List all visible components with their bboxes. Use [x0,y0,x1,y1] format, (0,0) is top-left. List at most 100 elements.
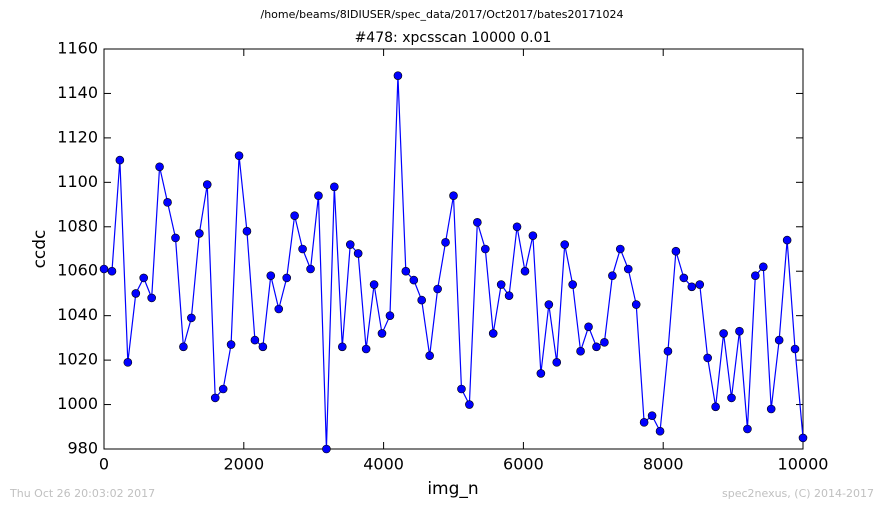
data-point [504,291,514,300]
suptitle: /home/beams/8IDIUSER/spec_data/2017/Oct2… [261,8,624,21]
data-point [552,358,562,367]
data-point [496,280,506,289]
footer-credit: spec2nexus, (C) 2014-2017 [722,487,874,500]
data-point [242,226,252,236]
data-point [290,211,299,220]
data-point [330,182,339,192]
data-point [679,273,689,283]
data-point [361,344,371,354]
data-point [782,235,792,245]
data-point [163,198,172,207]
data-point [139,273,149,283]
data-point [751,271,760,280]
x-tick-label: 2000 [223,455,264,474]
x-tick-label: 6000 [503,455,544,474]
data-point [639,418,649,427]
data-point [417,295,426,305]
data-point [790,344,800,354]
data-point [608,271,617,280]
data-point [409,275,419,285]
y-tick-label: 1100 [57,172,98,191]
data-point [584,322,593,332]
x-axis-label: img_n [427,479,478,499]
data-point [758,262,768,272]
data-point [798,433,808,443]
y-tick-label: 1040 [57,305,98,324]
data-point [457,384,466,394]
data-point [473,218,482,227]
data-point [258,342,268,352]
data-point [663,346,673,356]
data-point [274,304,284,314]
data-point [187,313,196,323]
y-tick-label: 1020 [57,350,98,369]
x-tick-label: 0 [99,455,109,474]
y-tick-label: 980 [67,439,98,458]
data-point [687,282,697,292]
data-point [393,71,403,80]
data-point [449,191,458,200]
data-point [655,426,665,436]
data-point [735,326,744,336]
data-point [703,353,712,363]
data-point [147,293,156,303]
x-tick-label: 4000 [363,455,404,474]
data-point [99,264,109,274]
data-point [282,273,292,283]
data-point [647,411,657,420]
data-point [314,191,323,200]
data-point [210,393,220,403]
x-tick-label: 8000 [643,455,684,474]
data-point [179,342,188,352]
data-point [576,346,585,356]
data-point [766,404,776,414]
y-tick-label: 1140 [57,83,98,102]
data-point [623,264,633,274]
data-point [512,222,522,232]
data-point [727,393,736,403]
data-point [131,289,141,298]
footer-date: Thu Oct 26 20:03:02 2017 [9,487,155,500]
data-point [401,266,411,276]
data-point [266,271,276,280]
data-point [195,229,204,238]
data-point [631,300,641,309]
data-point [433,284,442,294]
data-point [306,264,315,274]
data-point [568,280,577,289]
data-point [377,329,387,338]
y-tick-label: 1080 [57,216,98,235]
data-point [560,240,570,249]
data-point [107,266,117,276]
data-point [465,400,474,409]
x-tick-label: 10000 [778,455,829,474]
data-point [743,424,752,434]
data-point [385,311,395,320]
data-point [234,151,244,160]
data-point [481,244,490,254]
y-tick-label: 1060 [57,261,98,280]
data-point [202,180,212,189]
data-point [155,162,164,172]
data-point [615,244,625,254]
data-point [425,351,434,360]
y-tick-label: 1000 [57,394,98,413]
data-point [592,342,601,352]
data-point [171,233,180,243]
data-point [671,246,681,256]
data-point [711,402,720,412]
data-point [298,244,307,254]
data-point [441,238,450,247]
data-point [695,280,705,289]
data-point [337,342,347,352]
data-point [536,369,546,378]
data-point [345,240,355,249]
data-point [719,329,728,338]
series-line [103,75,804,450]
data-point [322,444,331,454]
data-point [353,249,363,258]
data-point [544,300,554,309]
data-point [520,266,530,276]
data-point [369,280,379,289]
